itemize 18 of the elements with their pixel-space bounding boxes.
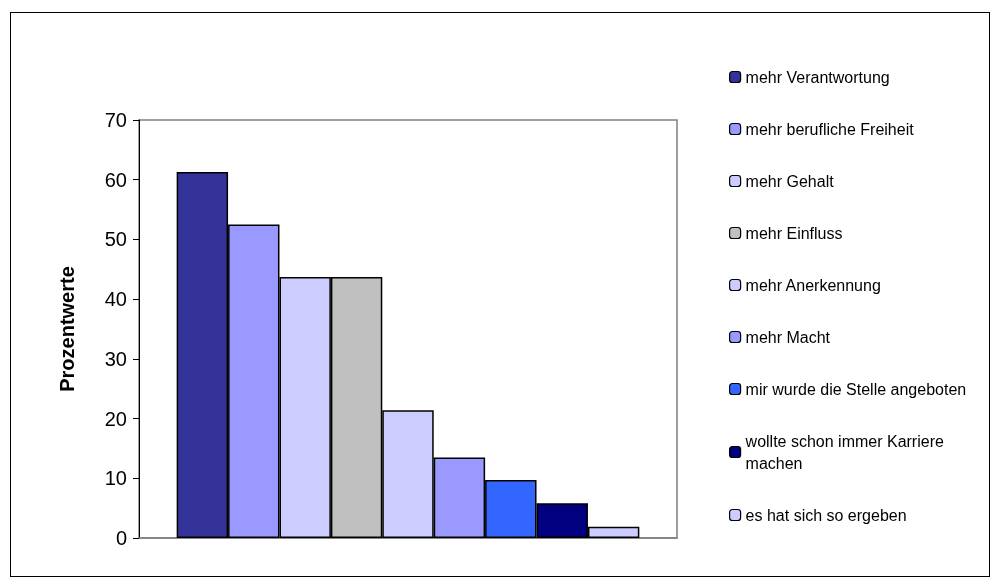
y-tick-label: 0 [115,527,127,549]
y-tick-label: 70 [104,109,127,131]
legend-label: mir wurde die Stelle angeboten [745,380,967,398]
y-tick-label: 10 [104,467,127,490]
legend-label: mehr berufliche Freiheit [745,120,915,138]
legend-label: mehr Anerkennung [745,276,881,294]
legend-label: mehr Verantwortung [745,68,890,86]
y-tick-label: 60 [104,168,127,191]
legend-label: mehr Einfluss [745,224,843,242]
y-tick-label: 50 [104,228,127,251]
legend-label: mehr Gehalt [745,172,835,190]
legend-label: mehr Macht [745,328,831,346]
legend-label: wollte schon immer Karriere machen [744,432,949,472]
legend-label: es hat sich so ergeben [745,506,907,524]
y-axis-title: Prozentwerte [56,266,78,392]
y-tick-label: 40 [104,288,127,311]
y-tick-label: 20 [104,407,127,430]
y-tick-label: 30 [104,347,127,370]
